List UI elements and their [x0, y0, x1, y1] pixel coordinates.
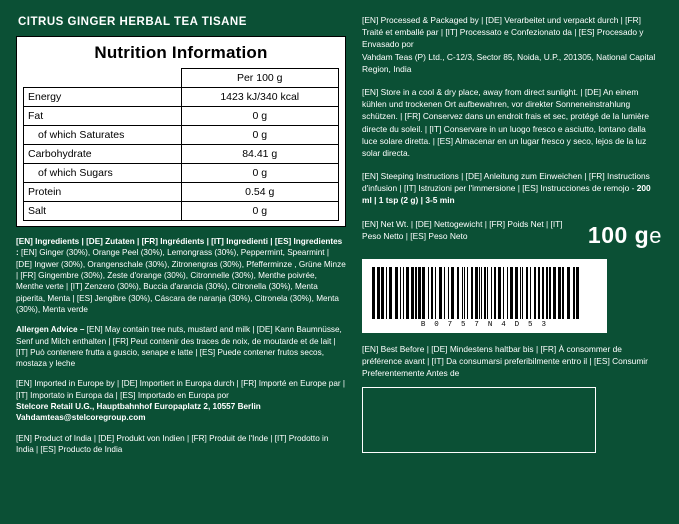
- nutrition-label: Protein: [23, 182, 182, 202]
- table-row: of which Saturates 0 g: [23, 125, 339, 145]
- allergen-body: [EN] May contain tree nuts, mustard and …: [16, 325, 342, 369]
- nutrition-label: Fat: [23, 106, 182, 126]
- nutrition-title: Nutrition Information: [94, 43, 268, 62]
- steeping-heading: [EN] Steeping Instructions | [DE] Anleit…: [362, 171, 650, 194]
- net-weight-number: 100 g: [587, 221, 650, 248]
- barcode-bars: [372, 266, 597, 319]
- nutrition-table-box: Nutrition Information Per 100 g Energy 1…: [16, 36, 346, 227]
- table-row: Fat 0 g: [23, 106, 339, 126]
- net-weight-value: 100 ge: [588, 218, 662, 249]
- allergen-heading: Allergen Advice –: [16, 325, 85, 335]
- packer-address: Vahdam Teas (P) Ltd., C-12/3, Sector 85,…: [362, 51, 656, 74]
- nutrition-value: 84.41 g: [180, 144, 339, 164]
- table-row: Energy 1423 kJ/340 kcal: [23, 87, 339, 107]
- left-column: CITRUS GINGER HERBAL TEA TISANE Nutritio…: [16, 14, 346, 514]
- table-row: Carbohydrate 84.41 g: [23, 144, 339, 164]
- table-row: Protein 0.54 g: [23, 182, 339, 202]
- table-header-row: Per 100 g: [24, 68, 339, 88]
- nutrition-value: 0 g: [180, 201, 339, 221]
- steeping-value: 200 ml | 1 tsp (2 g) | 3-5 min: [362, 183, 651, 206]
- steeping-block: [EN] Steeping Instructions | [DE] Anleit…: [362, 170, 662, 207]
- net-weight-labels: [EN] Net Wt. | [DE] Nettogewicht | [FR] …: [362, 218, 563, 241]
- barcode: B 0 7 5 7 N 4 D 5 3: [362, 258, 607, 333]
- importer-email: Vahdamteas@stelcoregroup.com: [16, 413, 146, 423]
- nutrition-table: Per 100 g Energy 1423 kJ/340 kcal Fat 0 …: [23, 68, 339, 221]
- ingredients-block: [EN] Ingredients | [DE] Zutaten | [FR] I…: [16, 236, 346, 315]
- packer-heading: [EN] Processed & Packaged by | [DE] Vera…: [362, 15, 644, 50]
- nutrition-value: 0 g: [180, 125, 339, 145]
- nutrition-label: Salt: [23, 201, 182, 221]
- ingredients-heading: [EN] Ingredients | [DE] Zutaten | [FR] I…: [16, 237, 343, 258]
- table-row: Salt 0 g: [23, 201, 339, 221]
- importer-heading: [EN] Imported in Europe by | [DE] Import…: [16, 379, 346, 400]
- nutrition-label: Carbohydrate: [23, 144, 182, 164]
- importer-block: [EN] Imported in Europe by | [DE] Import…: [16, 378, 346, 423]
- importer-name: Stelcore Retail U.G., Hauptbahnhof Europ…: [16, 402, 261, 412]
- estimated-sign-icon: e: [649, 222, 662, 248]
- nutrition-value: 0.54 g: [180, 182, 339, 202]
- right-column: [EN] Processed & Packaged by | [DE] Vera…: [362, 14, 662, 514]
- nutrition-label: Energy: [23, 87, 182, 107]
- nutrition-value: 0 g: [180, 106, 339, 126]
- best-before-block: [EN] Best Before | [DE] Mindestens haltb…: [362, 343, 648, 378]
- nutrition-label: of which Saturates: [23, 125, 182, 145]
- storage-block: [EN] Store in a cool & dry place, away f…: [362, 86, 650, 158]
- nutrition-value: 0 g: [180, 163, 339, 183]
- nutrition-value: 1423 kJ/340 kcal: [180, 87, 339, 107]
- table-row: of which Sugars 0 g: [23, 163, 339, 183]
- ingredients-body: [EN] Ginger (30%), Orange Peel (30%), Le…: [16, 248, 346, 314]
- nutrition-empty-header: [24, 69, 182, 88]
- allergen-block: Allergen Advice – [EN] May contain tree …: [16, 324, 346, 369]
- date-stamp-box: [362, 387, 596, 454]
- origin-block: [EN] Product of India | [DE] Produkt von…: [16, 433, 329, 454]
- packer-block: [EN] Processed & Packaged by | [DE] Vera…: [362, 14, 662, 75]
- nutrition-label: of which Sugars: [23, 163, 182, 183]
- page-title: CITRUS GINGER HERBAL TEA TISANE: [18, 16, 247, 28]
- net-weight-block: [EN] Net Wt. | [DE] Nettogewicht | [FR] …: [362, 218, 662, 249]
- barcode-number: B 0 7 5 7 N 4 D 5 3: [420, 320, 549, 329]
- nutrition-col-header: Per 100 g: [180, 68, 339, 88]
